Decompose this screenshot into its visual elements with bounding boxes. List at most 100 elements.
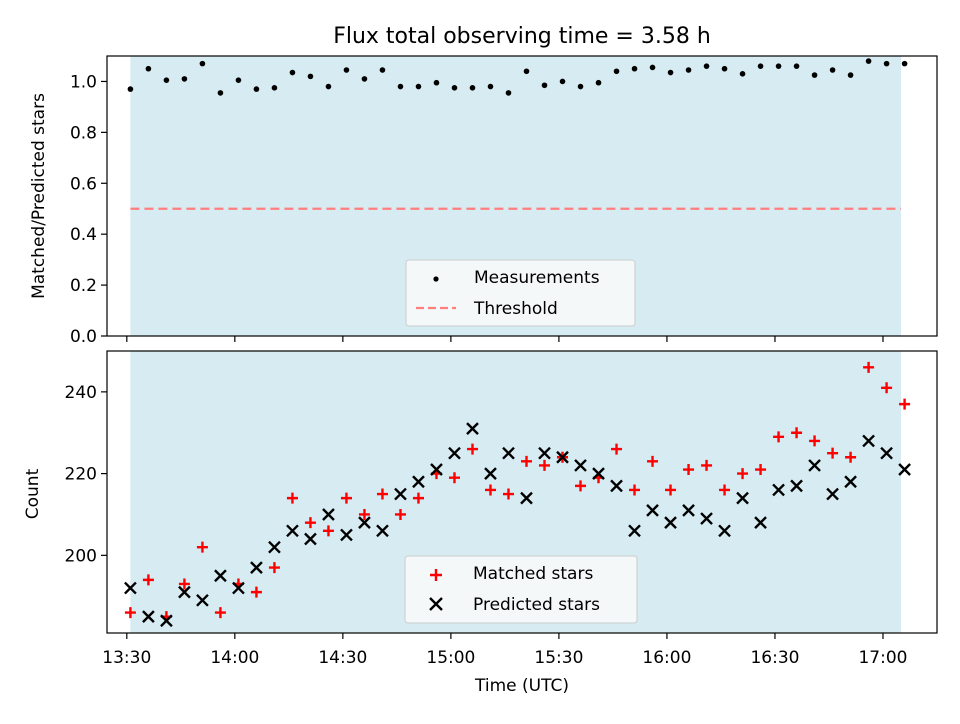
bottom-x-ticks: 13:30 14:00 14:30 15:00 15:30 16:00 16:30 17:00 [102,633,907,668]
measurement-point [397,83,404,90]
measurement-point [775,63,782,69]
chart-title: Flux total observing time = 3.58 h [333,24,711,49]
matched-star-point [466,443,478,455]
top-y-tick-label: 1.0 [70,72,97,92]
matched-star-point [394,508,406,520]
predicted-star-point [286,524,299,538]
matched-star-point [809,435,821,447]
matched-star-point [358,508,370,520]
top-x-ticks [126,336,884,342]
measurement-point [199,60,206,67]
threshold-legend-label: Threshold [473,299,558,319]
predicted-star-point [322,508,335,521]
predicted-star-point [646,504,659,517]
matched-star-point [863,361,875,373]
predicted-star-point [610,479,623,493]
top-legend-box [405,259,636,327]
bottom-y-tick-label: 200 [65,546,97,566]
measurement-point [415,83,422,90]
bottom-y-axis-label: Count [23,468,43,519]
measurement-point [523,68,530,75]
predicted-star-point [808,459,821,472]
matched-star-point [178,578,190,590]
bottom-legend: Matched stars Predicted stars [404,555,638,624]
matched-star-point [791,427,803,439]
matched-star-point [340,492,352,504]
predicted-star-point [718,524,731,538]
measurement-point [685,67,692,73]
predicted-star-point [214,569,227,583]
top-y-axis-label: Matched/Predicted stars [29,93,49,299]
measurement-point [721,65,728,72]
measurement-point [145,65,152,72]
top-y-tick-label: 0.0 [70,327,97,347]
matched-star-point [286,492,298,504]
bottom-axes-frame [106,350,938,634]
measurement-point [469,85,476,91]
measurement-point [793,63,800,69]
matched-star-point [737,468,749,480]
bottom-x-tick-label: 16:00 [642,648,691,668]
matched-star-point [899,398,911,410]
predicted-star-point [880,446,893,460]
measurement-point [235,77,242,83]
matched-star-point [196,541,208,553]
measurement-point [613,68,620,75]
measurement-point [505,90,512,96]
predicted-star-point [538,446,551,460]
predicted-star-point [628,524,641,538]
measurement-point [829,67,836,73]
predicted-star-point [772,483,785,497]
matched-star-point [683,464,695,476]
predicted-star-point [700,512,713,525]
predicted-star-point [340,528,353,542]
measurement-point [253,86,260,92]
measurement-point [289,69,296,76]
measurement-point [379,67,386,73]
matched-star-point [773,431,785,443]
matched-legend-marker [430,569,442,581]
predicted-star-point [502,446,515,460]
predicted-star-point [412,475,425,489]
predicted-star-point [448,446,461,460]
top-panel: 0.0 0.2 0.4 0.6 0.8 1.0 Matched/Predicted sta… [29,55,938,347]
matched-star-point [376,488,388,500]
predicted-star-point [520,491,533,505]
measurement-point [631,65,638,72]
matched-legend-label: Matched stars [473,564,593,584]
matched-star-point [521,455,533,467]
count-points [124,361,911,628]
measurement-point [703,63,710,69]
bottom-x-tick-label: 14:30 [318,648,367,668]
matched-star-point [502,488,514,500]
bottom-x-tick-label: 17:00 [858,648,907,668]
measurement-point [811,72,818,78]
predicted-star-point [178,585,191,599]
matched-star-point [484,484,496,496]
matched-star-point [268,562,280,574]
measurement-point [757,63,764,69]
bottom-x-tick-label: 15:30 [534,648,583,668]
measurement-point [343,67,350,73]
predicted-star-point [376,524,389,538]
measurement-point [181,76,188,82]
measurements-legend-label: Measurements [474,268,600,288]
measurement-point [865,58,872,64]
measurement-point [883,60,890,67]
matched-star-point [719,484,731,496]
matched-star-point [142,574,154,586]
measurement-points [127,58,908,96]
predicted-legend-marker [429,597,443,611]
measurements-legend-marker [433,276,439,282]
measurement-point [307,73,314,80]
measurement-point [163,77,170,83]
matched-star-point [755,464,767,476]
measurement-point [271,85,278,91]
predicted-star-point [574,459,587,472]
x-axis-label: Time (UTC) [474,676,569,696]
measurement-point [847,72,854,78]
matched-star-point [322,525,334,537]
measurement-point [577,83,584,90]
bottom-panel: 200 220 240 13:30 14:00 14:30 15:00 15:30 16:00… [23,350,938,696]
